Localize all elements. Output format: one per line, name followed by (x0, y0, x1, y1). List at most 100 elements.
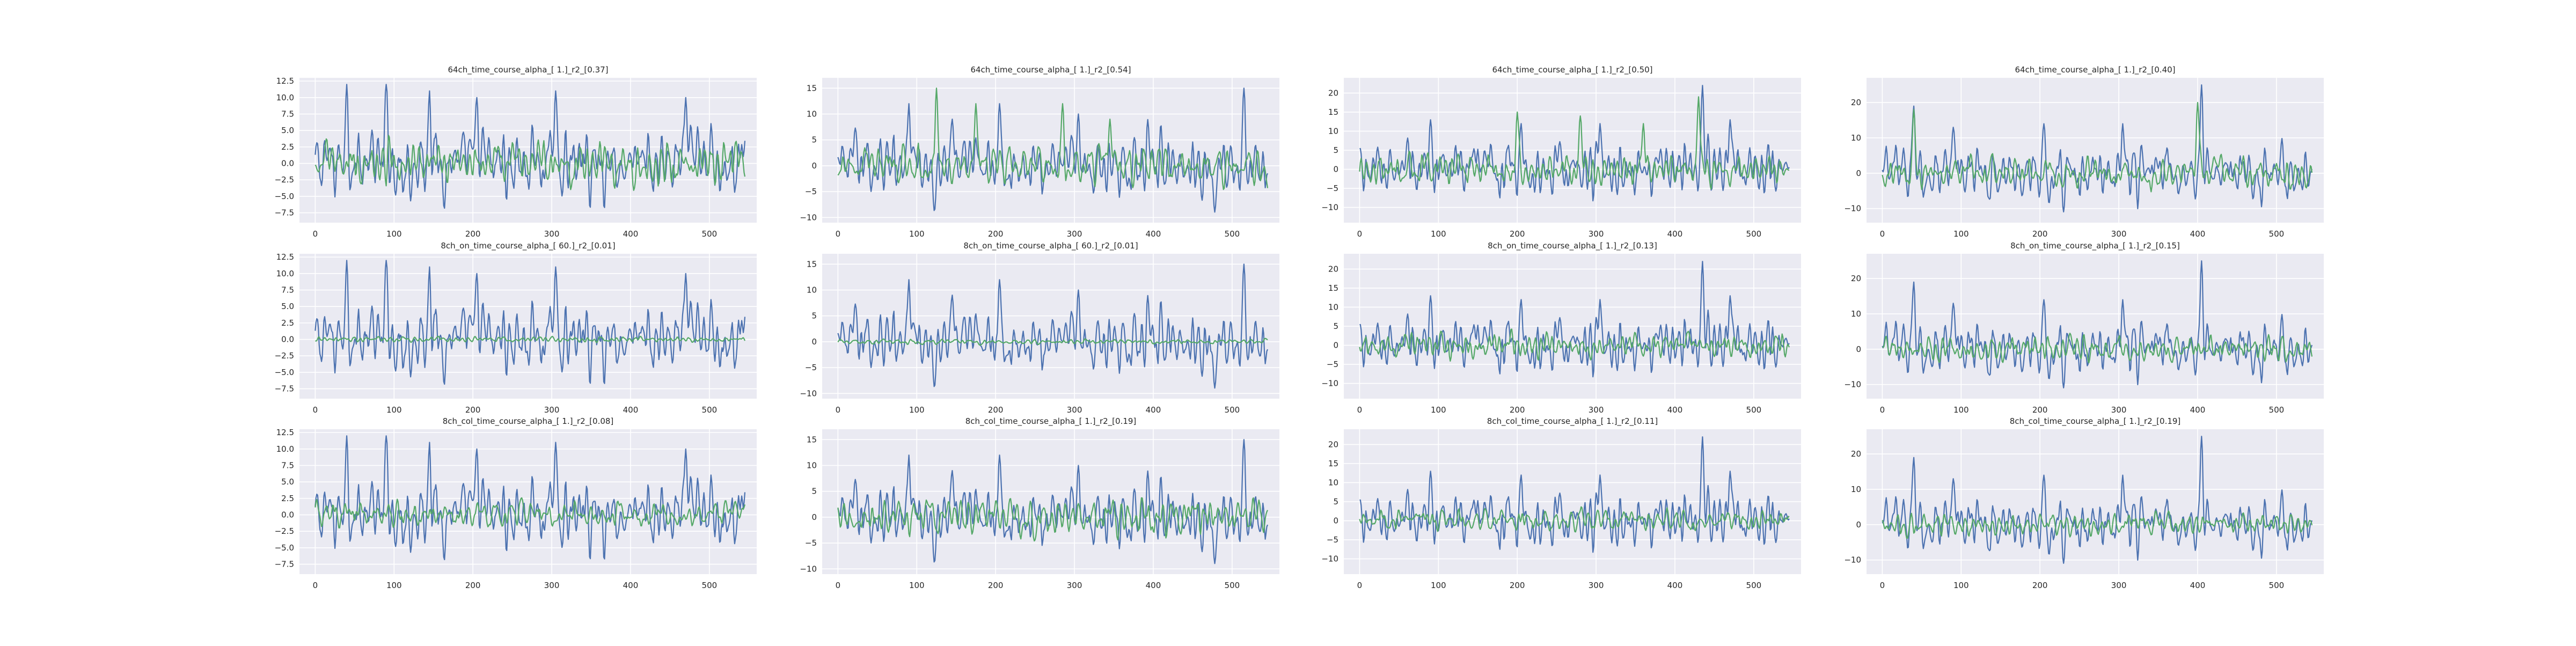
plot-area (822, 429, 1279, 574)
x-tick-label: 0 (313, 229, 318, 239)
y-tick-label: −10 (800, 388, 817, 398)
chart-title: 8ch_on_time_course_alpha_[ 60.]_r2_[0.01… (441, 241, 615, 251)
x-tick-label: 500 (2269, 405, 2285, 415)
y-tick-label: 0 (1333, 516, 1338, 526)
y-tick-label: 7.5 (281, 109, 294, 119)
y-tick-label: −10 (1321, 554, 1338, 564)
x-tick-label: 400 (1667, 405, 1683, 415)
x-tick-label: 200 (2032, 229, 2048, 239)
y-tick-label: 0 (811, 337, 817, 347)
y-tick-label: −2.5 (275, 175, 294, 185)
y-tick-label: 10 (1328, 478, 1338, 487)
y-tick-label: −2.5 (275, 351, 294, 361)
y-tick-label: 5.0 (281, 126, 294, 135)
y-tick-label: 20 (1328, 88, 1338, 98)
y-tick-label: 10 (1851, 133, 1861, 143)
x-tick-label: 300 (2111, 581, 2127, 590)
subplot-5: 0 100 200 300 400 500 −7.5 −5.0 −2.5 0.0 2.5 5.0 7.5… (275, 241, 757, 415)
series-line-2 (1359, 506, 1790, 533)
y-tick-label: −5 (805, 187, 817, 196)
x-tick-label: 100 (1953, 229, 1969, 239)
x-tick-label: 0 (1357, 581, 1363, 590)
subplot-7: 0 100 200 300 400 500 −10 −5 0 5 10 15 20 8ch_on_time… (1321, 241, 1801, 415)
chart-title: 64ch_time_course_alpha_[ 1.]_r2_[0.54] (970, 65, 1131, 75)
series-line-1 (837, 439, 1269, 564)
chart-title: 64ch_time_course_alpha_[ 1.]_r2_[0.50] (1492, 65, 1652, 75)
chart-title: 8ch_col_time_course_alpha_[ 1.]_r2_[0.19… (965, 416, 1137, 427)
y-tick-label: 5.0 (281, 477, 294, 487)
x-tick-label: 400 (623, 405, 639, 415)
plot-area (1867, 78, 2324, 223)
y-tick-label: −10 (1844, 204, 1861, 214)
subplot-2: 0 100 200 300 400 500 −10 −5 0 5 10 15 64ch_time_cou… (800, 65, 1279, 239)
x-tick-label: 100 (386, 229, 402, 239)
x-tick-label: 0 (1880, 581, 1885, 590)
y-tick-label: 10 (1851, 484, 1861, 494)
y-tick-label: 10 (807, 461, 817, 471)
x-tick-label: 300 (544, 405, 560, 415)
series-line-2 (837, 497, 1268, 542)
y-tick-label: −10 (1321, 379, 1338, 388)
x-tick-label: 0 (836, 405, 841, 415)
y-tick-label: 2.5 (281, 494, 294, 503)
subplot-3: 0 100 200 300 400 500 −10 −5 0 5 10 15 20 64ch_time_c… (1321, 65, 1801, 239)
x-tick-label: 100 (386, 405, 402, 415)
y-tick-label: −5.0 (275, 368, 294, 377)
y-tick-label: 2.5 (281, 318, 294, 328)
y-tick-label: 5 (811, 135, 817, 145)
x-tick-label: 200 (1510, 229, 1525, 239)
x-tick-label: 400 (1667, 229, 1683, 239)
x-tick-label: 200 (988, 405, 1004, 415)
series-line-1 (1882, 260, 2313, 388)
x-tick-label: 0 (1880, 229, 1885, 239)
y-tick-label: −5.0 (275, 543, 294, 553)
y-tick-label: 10 (807, 109, 817, 119)
x-tick-label: 300 (544, 581, 560, 590)
subplot-4: 0 100 200 300 400 500 −10 0 10 20 64ch_time_course… (1844, 65, 2324, 239)
y-tick-label: 10.0 (276, 444, 294, 454)
y-tick-label: 0 (1333, 341, 1338, 350)
plot-area (299, 254, 757, 399)
y-tick-label: −5 (1327, 535, 1338, 545)
series-line-2 (1882, 510, 2313, 539)
y-tick-label: 10 (1328, 302, 1338, 312)
x-tick-label: 300 (2111, 229, 2127, 239)
plot-area (1867, 429, 2324, 574)
series-line-2 (837, 337, 1268, 346)
plot-area (1867, 254, 2324, 399)
subplot-9: 0 100 200 300 400 500 −7.5 −5.0 −2.5 0.0 2.5 5.0 7.5… (275, 416, 757, 590)
y-tick-label: 0 (1333, 165, 1338, 174)
y-tick-label: 20 (1851, 449, 1861, 459)
chart-title: 8ch_on_time_course_alpha_[ 1.]_r2_[0.13] (1488, 241, 1657, 251)
y-tick-label: 20 (1851, 274, 1861, 283)
y-tick-label: 20 (1851, 98, 1861, 107)
y-tick-label: −10 (1321, 203, 1338, 212)
x-tick-label: 100 (1431, 229, 1446, 239)
y-tick-label: 15 (807, 259, 817, 269)
x-tick-label: 200 (1510, 581, 1525, 590)
chart-title: 8ch_col_time_course_alpha_[ 1.]_r2_[0.08… (443, 416, 614, 427)
x-tick-label: 300 (1589, 405, 1604, 415)
x-tick-label: 400 (2190, 405, 2206, 415)
x-tick-label: 400 (1146, 229, 1161, 239)
x-tick-label: 500 (1746, 405, 1762, 415)
y-tick-label: 10 (807, 285, 817, 295)
x-tick-label: 300 (1589, 229, 1604, 239)
y-tick-label: 15 (1328, 459, 1338, 468)
series-line-1 (837, 263, 1269, 389)
x-tick-label: 100 (1953, 405, 1969, 415)
subplot-1: 0 100 200 300 400 500 −7.5 −5.0 −2.5 0.0 2.5 5.0 7.5… (275, 65, 757, 239)
x-tick-label: 400 (623, 581, 639, 590)
x-tick-label: 300 (1067, 581, 1082, 590)
y-tick-label: 0 (1856, 520, 1861, 530)
chart-title: 8ch_col_time_course_alpha_[ 1.]_r2_[0.11… (1487, 416, 1658, 427)
y-tick-label: 7.5 (281, 461, 294, 471)
series-line-2 (314, 135, 746, 191)
y-tick-label: −10 (800, 212, 817, 222)
y-tick-label: −5 (805, 538, 817, 548)
x-tick-label: 400 (1146, 581, 1161, 590)
x-tick-label: 100 (909, 581, 925, 590)
x-tick-label: 300 (1067, 405, 1082, 415)
y-tick-label: −5.0 (275, 192, 294, 201)
